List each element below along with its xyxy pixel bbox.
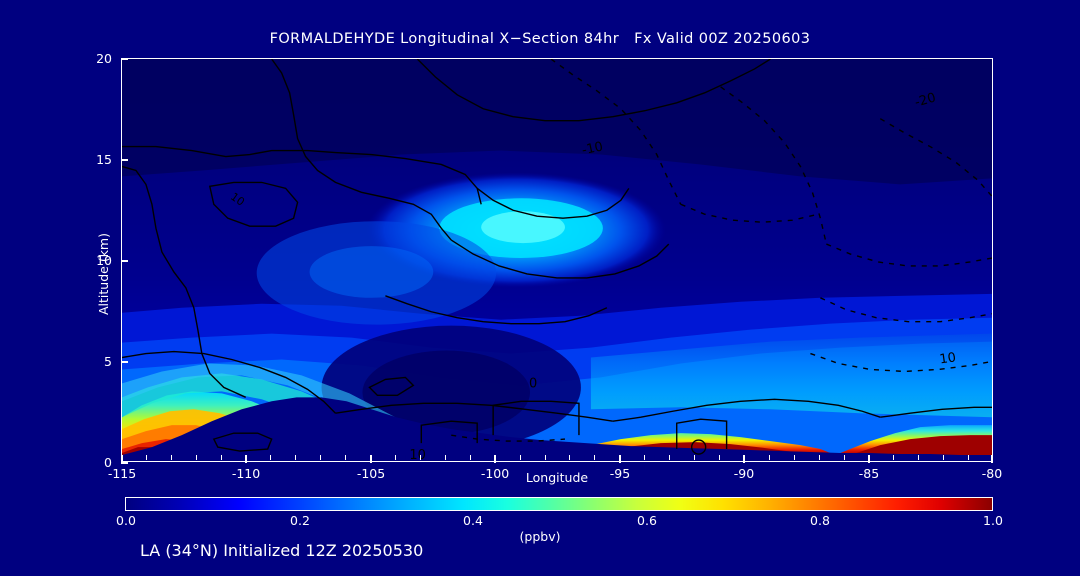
plot-area: -10 -20 10 0 10 10 — [121, 58, 993, 462]
ytick-mark — [121, 159, 128, 161]
x-tick-label-105: -105 — [356, 466, 386, 481]
contour-line-layer: -10 -20 10 0 10 10 — [122, 59, 992, 461]
xtick-mark — [991, 455, 993, 463]
xtick-minor-mark — [793, 455, 795, 460]
x-tick-label-80: -80 — [981, 466, 1003, 481]
ytick-mark — [121, 58, 128, 60]
xtick-minor-mark — [893, 455, 895, 460]
xtick-minor-mark — [544, 455, 546, 460]
xtick-minor-mark — [669, 455, 671, 460]
ytick-mark — [121, 260, 128, 262]
y-tick-label-15: 15 — [96, 152, 112, 167]
colorbar-tick-0-4: 0.4 — [463, 513, 483, 528]
figure-caption: LA (34°N) Initialized 12Z 20250530 — [140, 541, 424, 560]
y-tick-label-5: 5 — [104, 354, 112, 369]
xtick-minor-mark — [594, 455, 596, 460]
x-tick-label-110: -110 — [231, 466, 261, 481]
xtick-mark — [619, 455, 621, 463]
xtick-minor-mark — [694, 455, 696, 460]
x-tick-label-85: -85 — [858, 466, 880, 481]
contour-label-10: 10 — [939, 350, 957, 367]
xtick-minor-mark — [170, 455, 172, 460]
colorbar-tick-0: 0.0 — [116, 513, 136, 528]
xtick-mark — [494, 455, 496, 463]
xtick-mark — [868, 455, 870, 463]
xtick-minor-mark — [843, 455, 845, 460]
colorbar-gradient — [125, 497, 993, 511]
y-tick-label-0: 0 — [104, 455, 112, 470]
plot-inner: -10 -20 10 0 10 10 — [122, 59, 992, 461]
xtick-minor-mark — [295, 455, 297, 460]
colorbar — [125, 497, 993, 511]
colorbar-tick-0-6: 0.6 — [637, 513, 657, 528]
xtick-minor-mark — [220, 455, 222, 460]
contour-label-10-west: 10 — [228, 190, 247, 209]
xtick-minor-mark — [320, 455, 322, 460]
colorbar-tick-0-8: 0.8 — [810, 513, 830, 528]
xtick-minor-mark — [918, 455, 920, 460]
x-axis-label: Longitude — [525, 470, 589, 485]
colorbar-tick-0-2: 0.2 — [290, 513, 310, 528]
xtick-minor-mark — [818, 455, 820, 460]
xtick-minor-mark — [943, 455, 945, 460]
xtick-minor-mark — [718, 455, 720, 460]
xtick-minor-mark — [195, 455, 197, 460]
xtick-mark — [370, 455, 372, 463]
chart-title: FORMALDEHYDE Longitudinal X−Section 84hr… — [269, 31, 811, 47]
xtick-minor-mark — [270, 455, 272, 460]
x-tick-label-95: -95 — [609, 466, 631, 481]
ytick-mark — [121, 462, 128, 464]
ytick-mark — [121, 361, 128, 363]
x-tick-label-115: -115 — [107, 466, 137, 481]
xtick-minor-mark — [419, 455, 421, 460]
xtick-minor-mark — [145, 455, 147, 460]
contour-label-neg10: -10 — [581, 139, 605, 158]
xtick-minor-mark — [444, 455, 446, 460]
xtick-minor-mark — [768, 455, 770, 460]
contour-fill-layer — [122, 59, 992, 461]
contour-label-zero: 0 — [529, 376, 537, 391]
y-tick-label-10: 10 — [96, 253, 112, 268]
colorbar-tick-1-0: 1.0 — [983, 513, 1003, 528]
contour-label-10-lower: 10 — [409, 448, 425, 461]
xtick-minor-mark — [569, 455, 571, 460]
xtick-minor-mark — [469, 455, 471, 460]
xtick-minor-mark — [519, 455, 521, 460]
x-tick-label-100: -100 — [480, 466, 510, 481]
xtick-minor-mark — [644, 455, 646, 460]
xtick-minor-mark — [395, 455, 397, 460]
colorbar-unit-label: (ppbv) — [519, 529, 561, 544]
xtick-minor-mark — [968, 455, 970, 460]
contour-label-neg20: -20 — [913, 90, 937, 110]
y-tick-label-20: 20 — [96, 51, 112, 66]
xtick-mark — [121, 455, 123, 463]
xtick-mark — [245, 455, 247, 463]
y-axis-label: Altitude (km) — [96, 233, 111, 315]
xtick-minor-mark — [345, 455, 347, 460]
x-tick-label-90: -90 — [733, 466, 755, 481]
xtick-mark — [743, 455, 745, 463]
